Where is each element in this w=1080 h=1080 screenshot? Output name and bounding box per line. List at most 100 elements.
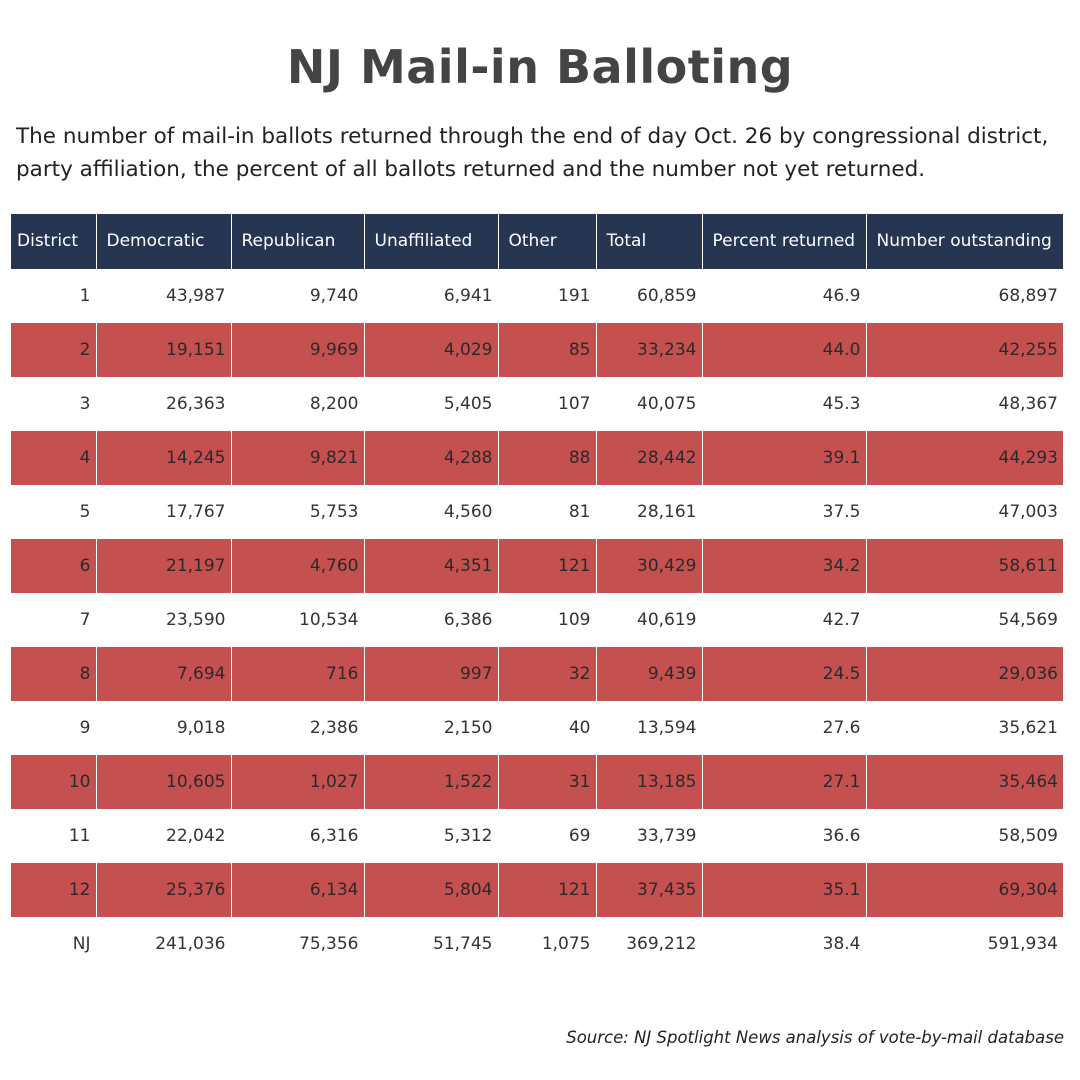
- header-percent-returned: Percent returned: [702, 214, 867, 269]
- table-cell: 25,376: [96, 863, 232, 917]
- table-cell: 43,987: [96, 269, 232, 323]
- table-cell: 22,042: [96, 809, 232, 863]
- table-total-row: NJ 241,036 75,356 51,745 1,075 369,212 38.4 591…: [11, 917, 1063, 971]
- table-cell: 35,621: [866, 701, 1063, 755]
- table-row: 4 14,245 9,821 4,288 88 28,442 39.1 44,293: [11, 431, 1063, 485]
- table-cell: 21,197: [96, 539, 232, 593]
- table-cell: 9,821: [231, 431, 365, 485]
- table-cell: 121: [498, 539, 597, 593]
- table-body: 1 43,987 9,740 6,941 191 60,859 46.9 68,897 2 19,…: [11, 269, 1063, 971]
- table-cell: 37.5: [702, 485, 867, 539]
- total-cell: 51,745: [364, 917, 499, 971]
- table-row: 1 43,987 9,740 6,941 191 60,859 46.9 68,897: [11, 269, 1063, 323]
- table-cell: 10,605: [96, 755, 232, 809]
- table-cell: 29,036: [866, 647, 1063, 701]
- table-cell: 42.7: [702, 593, 867, 647]
- table-row: 8 7,694 716 997 32 9,439 24.5 29,036: [11, 647, 1063, 701]
- table-cell: 47,003: [866, 485, 1063, 539]
- table-cell: 40: [498, 701, 597, 755]
- table-cell: 12: [11, 863, 97, 917]
- table-cell: 69,304: [866, 863, 1063, 917]
- header-total: Total: [596, 214, 703, 269]
- header-democratic: Democratic: [96, 214, 232, 269]
- table-cell: 34.2: [702, 539, 867, 593]
- table-cell: 4,029: [364, 323, 499, 377]
- table-cell: 6,316: [231, 809, 365, 863]
- table-cell: 31: [498, 755, 597, 809]
- table-cell: 10: [11, 755, 97, 809]
- table-cell: 4,288: [364, 431, 499, 485]
- table-cell: 6: [11, 539, 97, 593]
- table-cell: 7,694: [96, 647, 232, 701]
- table-row: 11 22,042 6,316 5,312 69 33,739 36.6 58,509: [11, 809, 1063, 863]
- table-cell: 35.1: [702, 863, 867, 917]
- table-cell: 191: [498, 269, 597, 323]
- table-cell: 9,740: [231, 269, 365, 323]
- table-cell: 9,439: [596, 647, 703, 701]
- table-cell: 40,619: [596, 593, 703, 647]
- total-cell: 369,212: [596, 917, 703, 971]
- header-number-outstanding: Number outstanding: [866, 214, 1063, 269]
- table-cell: 24.5: [702, 647, 867, 701]
- total-cell: 1,075: [498, 917, 597, 971]
- table-row: 7 23,590 10,534 6,386 109 40,619 42.7 54,569: [11, 593, 1063, 647]
- table-cell: 44,293: [866, 431, 1063, 485]
- table-cell: 33,739: [596, 809, 703, 863]
- header-unaffiliated: Unaffiliated: [364, 214, 499, 269]
- table-cell: 58,611: [866, 539, 1063, 593]
- table-row: 5 17,767 5,753 4,560 81 28,161 37.5 47,003: [11, 485, 1063, 539]
- table-cell: 9: [11, 701, 97, 755]
- table-cell: 30,429: [596, 539, 703, 593]
- table-cell: 5,312: [364, 809, 499, 863]
- table-row: 9 9,018 2,386 2,150 40 13,594 27.6 35,621: [11, 701, 1063, 755]
- total-cell: 241,036: [96, 917, 232, 971]
- table-cell: 2,386: [231, 701, 365, 755]
- table-cell: 1,027: [231, 755, 365, 809]
- table-cell: 88: [498, 431, 597, 485]
- table-cell: 13,185: [596, 755, 703, 809]
- table-cell: 109: [498, 593, 597, 647]
- table-cell: 4,560: [364, 485, 499, 539]
- table-cell: 35,464: [866, 755, 1063, 809]
- table-cell: 68,897: [866, 269, 1063, 323]
- table-cell: 85: [498, 323, 597, 377]
- page-title: NJ Mail-in Balloting: [286, 40, 794, 94]
- total-cell: 38.4: [702, 917, 867, 971]
- table-cell: 69: [498, 809, 597, 863]
- table-cell: 37,435: [596, 863, 703, 917]
- table-cell: 13,594: [596, 701, 703, 755]
- table-cell: 121: [498, 863, 597, 917]
- table-cell: 2,150: [364, 701, 499, 755]
- table-cell: 6,134: [231, 863, 365, 917]
- page-subtitle: The number of mail-in ballots returned t…: [16, 124, 1049, 182]
- table-cell: 17,767: [96, 485, 232, 539]
- table-cell: 7: [11, 593, 97, 647]
- table-cell: 48,367: [866, 377, 1063, 431]
- header-district: District: [11, 214, 97, 269]
- table-cell: 6,941: [364, 269, 499, 323]
- table-cell: 4,351: [364, 539, 499, 593]
- table-cell: 28,442: [596, 431, 703, 485]
- table-cell: 5,753: [231, 485, 365, 539]
- table-cell: 44.0: [702, 323, 867, 377]
- table-cell: 11: [11, 809, 97, 863]
- table-cell: 6,386: [364, 593, 499, 647]
- table-cell: 1: [11, 269, 97, 323]
- table-cell: 28,161: [596, 485, 703, 539]
- table-cell: 60,859: [596, 269, 703, 323]
- table-cell: 23,590: [96, 593, 232, 647]
- table-cell: 26,363: [96, 377, 232, 431]
- table-cell: 32: [498, 647, 597, 701]
- table-cell: 8: [11, 647, 97, 701]
- table-cell: 19,151: [96, 323, 232, 377]
- table-row: 12 25,376 6,134 5,804 121 37,435 35.1 69,304: [11, 863, 1063, 917]
- table-cell: 716: [231, 647, 365, 701]
- table-cell: 42,255: [866, 323, 1063, 377]
- header-other: Other: [498, 214, 597, 269]
- table-cell: 1,522: [364, 755, 499, 809]
- header-republican: Republican: [231, 214, 365, 269]
- table-row: 2 19,151 9,969 4,029 85 33,234 44.0 42,255: [11, 323, 1063, 377]
- source-note: Source: NJ Spotlight News analysis of vo…: [566, 1028, 1064, 1047]
- total-cell: 591,934: [866, 917, 1063, 971]
- table-row: 10 10,605 1,027 1,522 31 13,185 27.1 35,464: [11, 755, 1063, 809]
